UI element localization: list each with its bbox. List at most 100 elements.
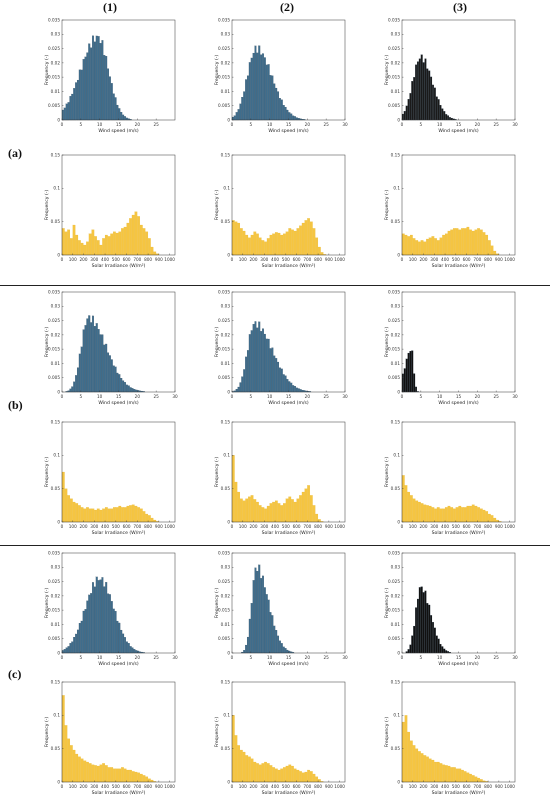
- bars: [61, 695, 157, 783]
- bar-5: [415, 748, 419, 783]
- x-tick-label: 20: [135, 122, 141, 127]
- bar-0: [401, 373, 404, 393]
- x-axis-label: Wind speed (m/s): [268, 128, 309, 134]
- x-tick-label: 700: [473, 524, 481, 529]
- x-tick-label: 1000: [334, 257, 345, 262]
- bar-4: [248, 618, 251, 654]
- x-tick-label: 500: [112, 524, 120, 529]
- x-tick-label: 100: [409, 524, 417, 529]
- x-tick-label: 20: [305, 122, 311, 127]
- bar-24: [466, 772, 470, 783]
- bar-2: [405, 358, 408, 393]
- bar-9: [86, 507, 89, 523]
- x-tick-label: 5: [419, 122, 422, 127]
- bar-0: [61, 695, 65, 783]
- bar-12: [94, 236, 97, 256]
- bar-30: [288, 112, 291, 121]
- y-axis-label: Frequency (-): [214, 717, 220, 748]
- bar-10: [428, 758, 432, 783]
- bar-2: [407, 491, 410, 523]
- x-tick-label: 0: [61, 394, 64, 399]
- bar-27: [282, 374, 285, 393]
- x-tick-label: 800: [144, 524, 152, 529]
- x-tick-label: 5: [419, 394, 422, 399]
- y-tick-label: 0: [57, 650, 60, 655]
- bar-27: [112, 608, 115, 654]
- y-tick-label: 0.01: [221, 89, 231, 94]
- bar-33: [150, 779, 154, 783]
- bar-17: [107, 508, 111, 523]
- bar-19: [113, 768, 116, 783]
- bar-27: [112, 93, 115, 121]
- bar-36: [133, 389, 136, 393]
- bar-26: [110, 601, 113, 654]
- bar-1: [404, 234, 408, 256]
- bar-2: [235, 388, 238, 393]
- bar-7: [415, 64, 417, 121]
- x-axis-label: Solar Irradiance (W/m²): [432, 263, 486, 269]
- bar-18: [450, 507, 454, 523]
- x-tick-label: 5: [249, 394, 252, 399]
- bar-16: [444, 233, 448, 256]
- bar-16: [104, 765, 108, 783]
- bar-19: [267, 338, 270, 393]
- bar-9: [426, 238, 429, 256]
- bar-32: [125, 384, 128, 393]
- y-tick-label: 0: [57, 519, 60, 524]
- x-tick-label: 700: [133, 784, 141, 789]
- bar-31: [315, 237, 319, 256]
- bar-20: [269, 75, 272, 121]
- bars: [61, 35, 132, 121]
- plot-frame: [401, 291, 516, 393]
- y-tick-label: 0.15: [391, 679, 401, 684]
- bar-3: [237, 386, 240, 393]
- bar-24: [110, 359, 113, 393]
- y-tick-label: 0.01: [391, 89, 401, 94]
- x-tick-label: 0: [231, 257, 234, 262]
- bar-26: [131, 771, 135, 783]
- bar-23: [123, 226, 127, 256]
- bar-17: [277, 769, 281, 783]
- bar-33: [150, 246, 154, 256]
- bar-2: [245, 644, 247, 654]
- bar-21: [288, 764, 292, 783]
- y-tick-label: 0.015: [48, 75, 60, 80]
- x-axis-label: Solar Irradiance (W/m²): [92, 790, 146, 796]
- bar-6: [252, 580, 255, 654]
- x-tick-label: 0: [401, 524, 404, 529]
- bar-7: [254, 567, 257, 654]
- x-tick-label: 0: [231, 784, 234, 789]
- bar-20: [285, 231, 289, 256]
- bar-3: [409, 234, 413, 256]
- x-tick-label: 700: [473, 257, 481, 262]
- bar-2: [407, 236, 410, 256]
- bar-11: [261, 240, 265, 256]
- bar-10: [84, 325, 87, 393]
- bar-21: [288, 496, 292, 523]
- bar-1: [64, 231, 68, 256]
- x-tick-label: 25: [323, 655, 329, 660]
- bar-18: [450, 767, 454, 783]
- bar-5: [245, 755, 249, 783]
- bar-13: [96, 508, 100, 523]
- bar-25: [469, 505, 472, 523]
- y-tick-label: 0: [227, 779, 230, 784]
- y-tick-label: 0.035: [388, 550, 400, 555]
- histogram-c2s: 0 0.05 0.1 0.15 0 100 200 300 400 500 600 700 800 900…: [214, 679, 345, 796]
- bar-11: [431, 759, 435, 783]
- bar-28: [137, 507, 140, 523]
- bar-7: [250, 758, 254, 783]
- x-axis-label: Solar Irradiance (W/m²): [432, 790, 486, 796]
- bar-6: [76, 367, 79, 393]
- bar-31: [290, 113, 293, 121]
- x-tick-label: 400: [101, 784, 109, 789]
- x-tick-label: 1000: [504, 257, 515, 262]
- bar-4: [409, 351, 412, 393]
- bar-23: [105, 56, 108, 121]
- bar-13: [430, 615, 433, 654]
- bar-10: [88, 508, 92, 523]
- bar-29: [116, 104, 119, 121]
- bar-9: [418, 58, 421, 121]
- x-tick-label: 25: [493, 122, 499, 127]
- bar-26: [471, 775, 475, 783]
